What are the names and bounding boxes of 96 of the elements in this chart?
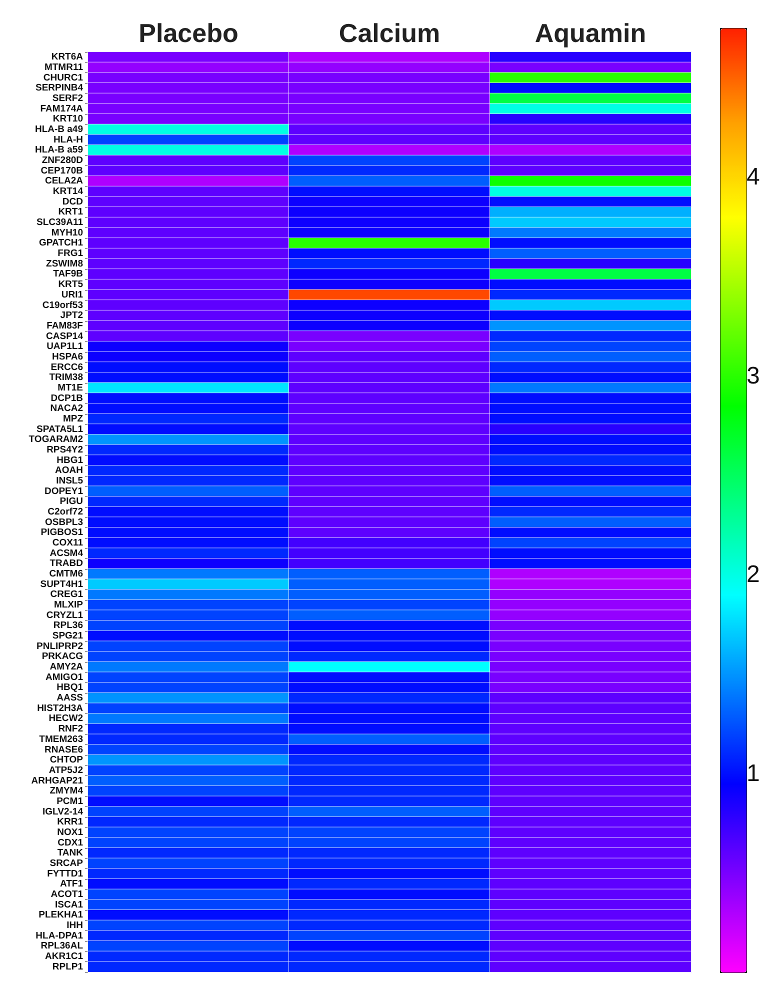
y-tick-label: RNASE6 [44,744,83,756]
y-tick-label: KRR1 [57,816,84,828]
y-tick-label: CRYZL1 [46,610,84,621]
y-tick-label: RPL36 [53,620,83,632]
x-tick-label: Placebo [138,18,238,48]
color-bar-label: 4 [746,164,760,191]
y-tick-label: NOX1 [57,826,84,838]
y-tick-label: CMTM6 [49,568,83,580]
y-tick-label: DCD [62,196,84,208]
y-tick-label: IGLV2-14 [42,806,84,818]
y-tick-label: CHTOP [50,754,84,766]
y-tick-label: CELA2A [44,176,84,187]
y-tick-label: HLA-B a49 [34,124,83,136]
y-tick-label: AMIGO1 [46,672,84,683]
y-tick-label: PRKACG [42,651,83,662]
y-tick-label: KRT10 [52,114,83,125]
y-tick-label: HECW2 [48,713,83,724]
y-tick-label: NACA2 [50,403,83,414]
color-bar-label: 1 [746,760,760,787]
y-tick-label: HLA-DPA1 [36,930,84,942]
x-tick-label: Aquamin [534,18,646,48]
y-tick-label: TRABD [50,558,84,570]
y-tick-label: FAM174A [40,103,84,114]
y-tick-label: HLA-H [53,134,84,146]
y-tick-label: KRT6A [51,52,84,63]
y-tick-label: SUPT4H1 [40,578,84,590]
y-tick-label: INSL5 [56,475,84,486]
y-tick-label: SPATA5L1 [36,424,84,435]
y-tick-label: CHURC1 [43,72,84,84]
y-tick-label: PLEKHA1 [38,910,84,921]
y-tick-label: CDX1 [58,837,84,848]
y-tick-label: TAF9B [53,268,84,280]
y-tick-label: HBQ1 [56,682,84,694]
y-tick-label: KRT1 [58,206,84,218]
color-bar-label: 2 [746,561,760,588]
y-tick-label: TRIM38 [49,372,83,384]
y-tick-label: URI1 [61,289,84,300]
y-tick-label: RNF2 [58,724,83,735]
y-tick-label: C2orf72 [48,506,83,518]
y-tick-label: JPT2 [60,310,83,322]
y-tick-label: GPATCH1 [39,238,84,249]
y-tick-label: ARHGAP21 [31,775,84,786]
y-tick-label: AASS [56,692,83,704]
y-tick-label: RPS4Y2 [46,444,83,456]
y-tick-label: MPZ [62,413,84,424]
y-tick-label: DOPEY1 [44,486,84,497]
y-tick-label: TOGARAM2 [28,434,83,446]
y-tick-label: SERF2 [52,93,83,104]
y-tick-label: PCM1 [56,796,84,807]
y-tick-label: UAP1L1 [46,341,84,352]
y-tick-label: SERPINB4 [35,82,84,94]
color-bar-label: 3 [746,362,760,390]
y-tick-label: FYTTD1 [47,868,84,880]
y-tick-label: ATF1 [60,878,84,890]
y-tick-label: AOAH [55,465,84,476]
y-tick-label: COX11 [52,538,84,549]
y-tick-label: PNLIPRP2 [36,640,83,652]
y-tick-label: IHH [66,920,84,931]
y-tick-label: ACOT1 [50,888,84,900]
y-tick-label: ZMYM4 [50,786,84,797]
y-tick-label: ACSM4 [50,548,84,559]
y-tick-label: MT1E [58,382,83,394]
y-tick-label: KRT14 [52,186,84,198]
y-tick-label: ZNF280D [42,155,84,166]
y-tick-label: FAM83F [46,320,84,332]
y-tick-label: TANK [57,848,84,859]
y-tick-label: OSBPL3 [44,516,83,528]
y-tick-label: CEP170B [40,165,84,176]
y-tick-label: AMY2A [50,662,84,673]
y-tick-label: C19orf53 [42,300,83,311]
y-tick-label: KRT5 [58,279,84,290]
y-tick-label: MYH10 [51,227,83,238]
y-tick-label: DCP1B [50,392,84,404]
y-tick-label: HSPA6 [52,351,83,362]
y-tick-label: ZSWIM8 [46,258,83,270]
y-tick-label: MLXIP [54,600,84,611]
y-tick-label: CREG1 [50,589,84,600]
y-tick-label: AKR1C1 [44,950,84,962]
y-tick-label: RPLP1 [52,961,84,972]
x-tick-label: Calcium [338,18,440,48]
y-tick-label: ISCA1 [55,899,84,910]
y-tick-label: CASP14 [46,330,84,342]
y-tick-label: TMEM263 [39,734,83,745]
y-tick-label: SPG21 [52,630,84,642]
y-tick-label: HLA-B a59 [34,144,83,156]
y-tick-label: MTMR11 [44,62,84,74]
y-tick-label: HIST2H3A [37,702,84,714]
y-tick-label: SRCAP [50,858,84,869]
y-tick-label: FRG1 [58,248,84,260]
y-tick-label: RPL36AL [40,940,84,952]
y-tick-label: PIGU [60,496,84,508]
y-tick-label: HBG1 [56,454,84,466]
y-tick-label: ERCC6 [50,362,83,373]
y-tick-label: ATP5J2 [48,764,83,776]
y-tick-label: SLC39A11 [36,217,84,228]
y-tick-label: PIGBOS1 [40,527,84,538]
